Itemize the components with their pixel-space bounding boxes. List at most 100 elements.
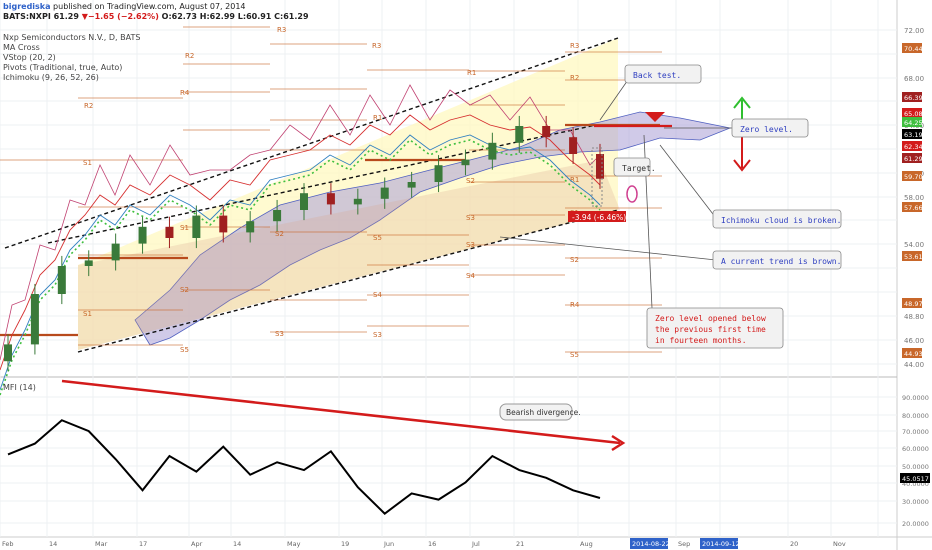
pivot-label: S1 — [180, 224, 189, 232]
pivot-label: S3 — [275, 330, 284, 338]
candle-body — [30, 294, 39, 345]
legend-ichimoku[interactable]: Ichimoku (9, 26, 52, 26) — [3, 73, 99, 82]
callout-zero-opened-box — [646, 307, 784, 349]
time-tick: 17 — [139, 540, 147, 548]
legend-ma-cross[interactable]: MA Cross — [3, 43, 40, 52]
mfi-tick: 60.0000 — [902, 445, 929, 453]
price-badge — [902, 171, 922, 181]
price-badge-text: 65.08 — [904, 110, 923, 118]
candle-body — [246, 221, 255, 233]
price-badge — [902, 153, 922, 163]
price-tick: 54.00 — [904, 241, 924, 249]
callout-trend-brown-box — [712, 250, 842, 270]
channel-mid-line — [47, 124, 597, 244]
legend-title[interactable]: Nxp Semiconductors N.V., D, BATS — [3, 33, 141, 42]
candle-body — [219, 215, 228, 233]
price-badge — [902, 129, 922, 139]
pivot-label: R2 — [84, 102, 93, 110]
change-down-icon: ▼ — [81, 12, 88, 21]
pivot-label: S1 — [83, 159, 92, 167]
price-badge-text: 66.39 — [904, 94, 923, 102]
pivot-label: R2 — [185, 52, 194, 60]
candle-body — [192, 215, 201, 238]
time-tick: Apr — [191, 540, 203, 548]
candle-body — [57, 266, 66, 294]
price-badge — [902, 117, 922, 127]
price-tick: 72.00 — [904, 27, 924, 35]
pivot-label: S5 — [570, 351, 579, 359]
time-tick: Aug — [580, 540, 593, 548]
price-tick: 44.00 — [904, 361, 924, 369]
mfi-last-text: 45.0517 — [902, 475, 929, 483]
legend-vstop[interactable]: VStop (20, 2) — [3, 53, 56, 62]
down-arrow-icon — [733, 159, 751, 172]
candle-body — [542, 126, 551, 138]
low-value: L:60.91 — [237, 12, 272, 21]
price-badge — [902, 141, 922, 151]
pivot-label: S2 — [570, 256, 579, 264]
ma-slow-line — [0, 134, 601, 391]
callout-zero-level-box — [731, 118, 809, 138]
candle-body — [434, 165, 443, 182]
price-badge-text: 62.34 — [904, 143, 923, 151]
pivot-label: S2 — [180, 286, 189, 294]
legend-pivots[interactable]: Pivots (Traditional, true, Auto) — [3, 63, 123, 72]
mfi-tick: 40.0000 — [902, 480, 929, 488]
callout-zero-level-text: Zero level. — [740, 125, 793, 134]
callout-zero-opened-text: the previous first time — [655, 325, 766, 334]
pivot-label: S1 — [83, 310, 92, 318]
pivot-label: R3 — [570, 42, 579, 50]
target-box — [591, 147, 603, 207]
callout-trend-brown-text: A current trend is brown. — [721, 257, 841, 266]
divergence-arrow-icon — [611, 434, 626, 452]
candle-body — [300, 193, 308, 210]
time-tick: Jun — [383, 540, 394, 548]
time-tick: Nov — [833, 540, 846, 548]
pivot-label: R1 — [373, 114, 382, 122]
time-tick: Sep — [678, 540, 690, 548]
time-tick: May — [287, 540, 301, 548]
price-badge-text: 48.97 — [904, 300, 923, 308]
time-tick: Jul — [471, 540, 480, 548]
callout-back-test-box — [624, 64, 702, 84]
price-tick: 58.00 — [904, 194, 924, 202]
pivot-label: S2 — [466, 177, 475, 185]
mfi-title[interactable]: MFI (14) — [3, 383, 36, 392]
ohlc-line: BATS:NXPI 61.29 ▼−1.65 (−2.62%) O:62.73 … — [3, 12, 309, 22]
open-value: O:62.73 — [161, 12, 197, 21]
connector — [499, 236, 717, 261]
price-tick: 48.80 — [904, 313, 924, 321]
price-badge-text: 64.25 — [904, 119, 923, 127]
time-highlight-text: 2014-09-12 — [702, 540, 740, 548]
price-badge-text: 53.61 — [904, 253, 923, 261]
pivot-label: S5 — [180, 346, 189, 354]
candle-body — [165, 226, 174, 238]
pivot-label: R3 — [277, 26, 286, 34]
candle-body — [461, 159, 470, 166]
publish-info: published on TradingView.com, August 07,… — [50, 2, 246, 11]
price-badge-text: 70.44 — [904, 45, 923, 53]
mfi-tick: 80.0000 — [902, 412, 929, 420]
price-badge — [902, 108, 922, 118]
mfi-tick: 90.0000 — [902, 394, 929, 402]
mfi-tick: 20.0000 — [902, 520, 929, 528]
time-tick: Feb — [2, 540, 14, 548]
time-tick: 16 — [428, 540, 436, 548]
mfi-tick: 30.0000 — [902, 498, 929, 506]
last-price: 61.29 — [53, 12, 79, 21]
price-badge-text: 57.66 — [904, 204, 923, 212]
mfi-last-badge — [900, 473, 930, 483]
candle-body — [84, 260, 93, 266]
pivot-label: R4 — [570, 301, 580, 309]
channel-upper-line — [4, 37, 619, 249]
change-value: −1.65 (−2.62%) — [87, 12, 159, 21]
price-badge-text: 63.19 — [904, 131, 923, 139]
callout-bearish-box — [499, 403, 573, 421]
target-badge — [568, 211, 626, 222]
publish-line: bigrediska published on TradingView.com,… — [3, 2, 246, 12]
time-highlight — [700, 538, 738, 549]
pivot-label: R3 — [372, 42, 381, 50]
time-tick: 21 — [516, 540, 524, 548]
author-link[interactable]: bigrediska — [3, 2, 51, 11]
